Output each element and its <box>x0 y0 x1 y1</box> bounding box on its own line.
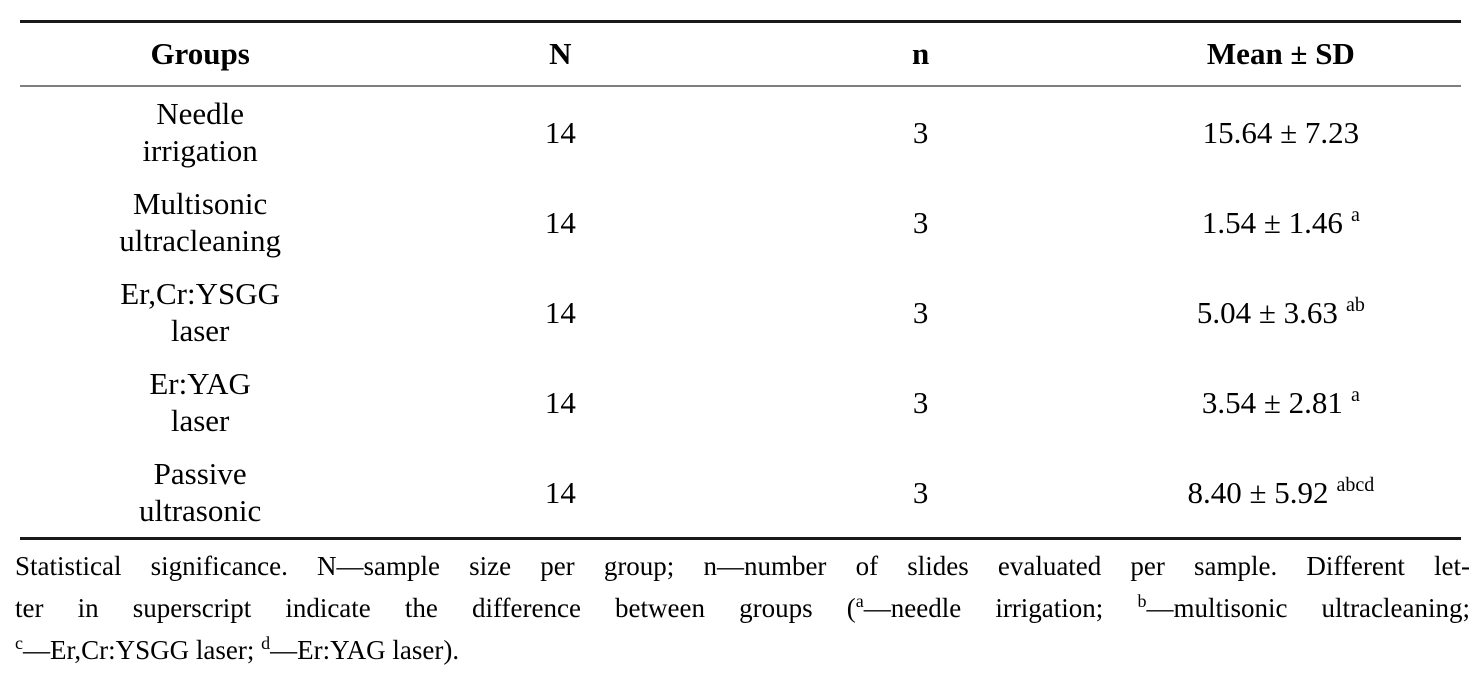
table-header-row: Groups N n Mean ± SD <box>20 23 1461 85</box>
significance-superscript: a <box>1350 384 1360 407</box>
table-footnote: Statistical significance. N—sample size … <box>15 545 1470 671</box>
column-header-sample-size: N <box>549 36 572 71</box>
group-name-line1: Multisonic <box>132 186 268 221</box>
table-body: Needle irrigation 14 3 15.64 ± 7.23 Mult… <box>20 87 1461 537</box>
mean-sd-value: 8.40 ± 5.92 <box>1187 474 1329 510</box>
results-table: Groups N n Mean ± SD Needle irrigation 1… <box>20 20 1461 540</box>
table-top-rule <box>20 20 1461 23</box>
sample-size-cell: 14 <box>544 204 576 240</box>
significance-superscript: a <box>1350 204 1360 227</box>
mean-sd-value: 15.64 ± 7.23 <box>1202 114 1360 150</box>
paper-table-figure: Groups N n Mean ± SD Needle irrigation 1… <box>0 20 1482 674</box>
group-name-cell: Er,Cr:YSGG laser <box>20 275 380 349</box>
superscript-a-marker: a <box>855 591 864 611</box>
footnote-text: —Er,Cr:YSGG laser; <box>23 635 262 665</box>
column-header-groups: Groups <box>150 36 250 71</box>
footnote-text: —Er:YAG laser). <box>270 635 460 665</box>
table-row-ercr-ysgg-laser: Er,Cr:YSGG laser 14 3 5.04 ± 3.63 ab <box>20 267 1461 357</box>
footnote-line-3: c—Er,Cr:YSGG laser; d—Er:YAG laser). <box>15 629 1470 671</box>
table-header-rule <box>20 85 1461 87</box>
group-name-line2: laser <box>170 403 230 438</box>
group-name-line2: irrigation <box>142 133 258 168</box>
table-bottom-rule <box>20 537 1461 540</box>
table-row-eryag-laser: Er:YAG laser 14 3 3.54 ± 2.81 a <box>20 357 1461 447</box>
group-name-line1: Passive <box>153 456 247 491</box>
sample-size-cell: 14 <box>544 114 576 150</box>
table-row-needle-irrigation: Needle irrigation 14 3 15.64 ± 7.23 <box>20 87 1461 177</box>
mean-sd-cell: 3.54 ± 2.81 a <box>1101 384 1461 421</box>
group-name-line1: Er,Cr:YSGG <box>120 276 281 311</box>
mean-sd-value: 5.04 ± 3.63 <box>1196 294 1338 330</box>
footnote-text: —needle irrigation; <box>863 593 1138 623</box>
footnote-line-1: Statistical significance. N—sample size … <box>15 551 1470 581</box>
table-row-passive-ultrasonic: Passive ultrasonic 14 3 8.40 ± 5.92 abcd <box>20 447 1461 537</box>
sample-size-cell: 14 <box>544 294 576 330</box>
group-name-line2: ultracleaning <box>119 223 282 258</box>
sample-size-cell: 14 <box>544 384 576 420</box>
mean-sd-cell: 1.54 ± 1.46 a <box>1101 204 1461 241</box>
significance-superscript: abcd <box>1336 474 1375 497</box>
mean-sd-value: 1.54 ± 1.46 <box>1201 204 1343 240</box>
mean-sd-cell: 15.64 ± 7.23 <box>1101 114 1461 151</box>
group-name-line1: Needle <box>156 96 245 131</box>
mean-sd-cell: 8.40 ± 5.92 abcd <box>1101 474 1461 511</box>
slides-cell: 3 <box>912 294 929 330</box>
slides-cell: 3 <box>912 384 929 420</box>
footnote-text: ter in superscript indicate the differen… <box>15 593 856 623</box>
footnote-text: —multisonic ultracleaning; <box>1146 593 1470 623</box>
group-name-cell: Needle irrigation <box>20 95 380 169</box>
table-row-multisonic-ultracleaning: Multisonic ultracleaning 14 3 1.54 ± 1.4… <box>20 177 1461 267</box>
mean-sd-cell: 5.04 ± 3.63 ab <box>1101 294 1461 331</box>
group-name-line2: laser <box>170 313 230 348</box>
column-header-mean-sd: Mean ± SD <box>1206 36 1355 71</box>
group-name-cell: Passive ultrasonic <box>20 455 380 529</box>
group-name-cell: Er:YAG laser <box>20 365 380 439</box>
slides-cell: 3 <box>912 474 929 510</box>
group-name-cell: Multisonic ultracleaning <box>20 185 380 259</box>
column-header-slides: n <box>912 36 930 71</box>
slides-cell: 3 <box>912 204 929 240</box>
superscript-c-marker: c <box>15 633 23 653</box>
mean-sd-value: 3.54 ± 2.81 <box>1201 384 1343 420</box>
significance-superscript: ab <box>1345 294 1365 317</box>
superscript-d-marker: d <box>261 633 271 653</box>
superscript-b-marker: b <box>1137 591 1147 611</box>
slides-cell: 3 <box>912 114 929 150</box>
group-name-line1: Er:YAG <box>149 366 251 401</box>
footnote-line-2: ter in superscript indicate the differen… <box>15 587 1470 629</box>
sample-size-cell: 14 <box>544 474 576 510</box>
group-name-line2: ultrasonic <box>139 493 262 528</box>
